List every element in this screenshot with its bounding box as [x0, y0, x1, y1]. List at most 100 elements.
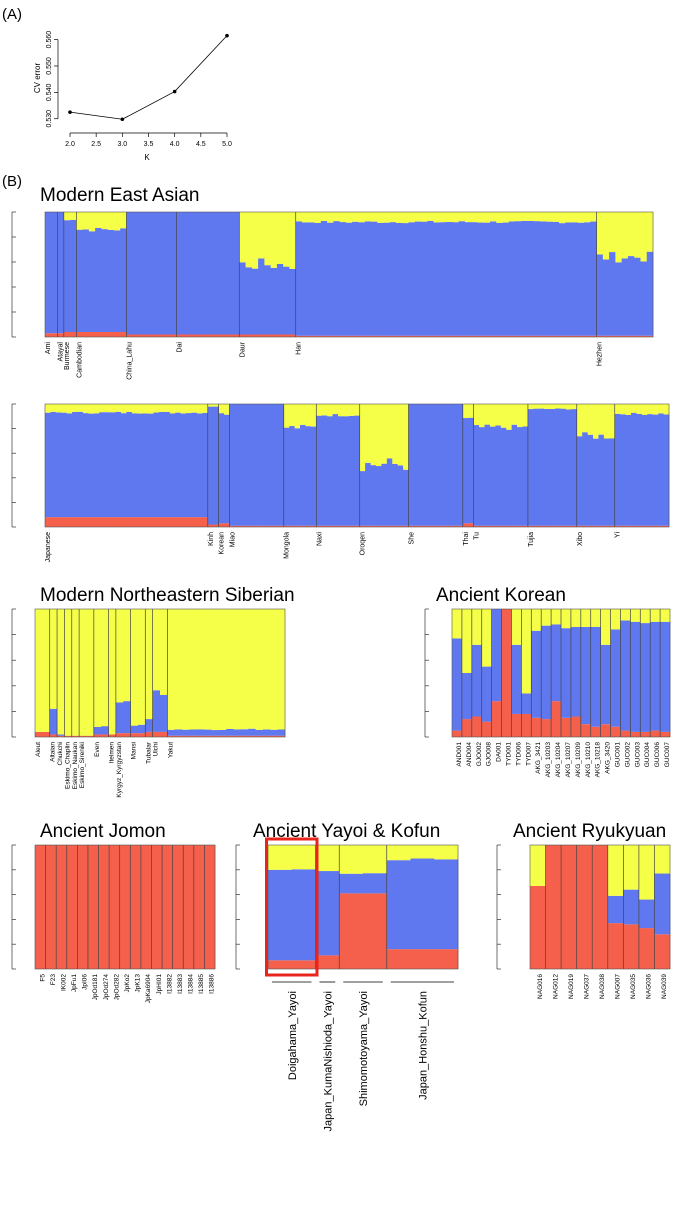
- bar-segment-blue: [95, 227, 102, 332]
- group-Japan_Honshu_Kofun: [386, 845, 459, 969]
- bar-segment-yellow: [590, 212, 597, 222]
- bar-segment-blue: [343, 416, 350, 526]
- bar-segment-blue: [508, 221, 516, 336]
- bar-segment-blue: [560, 408, 567, 526]
- bar-segment-blue: [620, 414, 626, 526]
- bar-segment-red: [363, 893, 388, 969]
- bar-segment-yellow: [70, 212, 77, 220]
- bar-segment-red: [218, 735, 227, 737]
- bar-segment-red: [77, 845, 89, 969]
- bar-segment-yellow: [174, 609, 183, 730]
- bar-segment-blue: [603, 438, 610, 526]
- bar-segment-yellow: [582, 404, 589, 433]
- bar-segment-yellow: [620, 609, 631, 621]
- bar-segment-blue: [277, 729, 286, 736]
- bar-segment-yellow: [577, 212, 585, 223]
- bar-segment-yellow: [93, 609, 102, 727]
- cv-y-tick-label: 0.530: [46, 110, 53, 128]
- bar-segment-yellow: [148, 404, 154, 414]
- bar-segment-yellow: [101, 212, 109, 230]
- bar-segment-yellow: [511, 404, 518, 425]
- bar-segment-blue: [383, 222, 391, 336]
- bar-segment-yellow: [452, 609, 463, 639]
- bar-segment-red: [220, 334, 228, 337]
- bar-segment-red: [294, 525, 301, 527]
- bar-segment-yellow: [515, 212, 522, 222]
- bar-segment-yellow: [358, 212, 366, 223]
- bar-segment-blue: [49, 708, 58, 735]
- bar-segment-red: [123, 733, 131, 737]
- bar-segment-red: [457, 525, 464, 527]
- bar-segment-blue: [614, 413, 621, 526]
- group-TYD006: [511, 609, 522, 737]
- group-label: GUC001: [615, 742, 622, 768]
- bar-segment-yellow: [291, 845, 316, 870]
- bar-segment-red: [481, 721, 493, 737]
- bar-segment-yellow: [600, 609, 611, 645]
- group-AKG_10209: [570, 609, 582, 737]
- bar-segment-yellow: [533, 212, 541, 222]
- bar-segment-blue: [381, 463, 388, 526]
- group-label: NAG038: [599, 974, 606, 999]
- bar-segment-red: [66, 845, 78, 969]
- bar-segment-red: [521, 335, 529, 337]
- bar-segment-blue: [101, 229, 109, 332]
- bar-segment-red: [308, 335, 315, 337]
- bar-segment-red: [157, 334, 165, 337]
- bar-segment-yellow: [71, 609, 80, 736]
- bar-segment-red: [126, 334, 134, 337]
- bar-segment-blue: [544, 408, 551, 526]
- bar-segment-yellow: [189, 609, 198, 730]
- bar-segment-yellow: [527, 212, 535, 221]
- cv-x-tick-label: 4.5: [196, 141, 206, 148]
- bar-segment-blue: [151, 212, 159, 335]
- bar-segment-blue: [174, 729, 183, 736]
- bar-segment-red: [56, 845, 68, 969]
- bar-segment-yellow: [327, 404, 333, 417]
- bar-segment-yellow: [540, 212, 547, 222]
- cv-data-point: [120, 117, 125, 122]
- bar-segment-blue: [506, 429, 513, 526]
- bar-segment-blue: [191, 412, 198, 518]
- bar-segment-red: [623, 924, 640, 969]
- bar-segment-red: [186, 517, 192, 527]
- group-label: Eskimo_Naukan: [72, 742, 79, 790]
- bar-segment-yellow: [541, 609, 552, 626]
- bar-segment-red: [108, 734, 117, 737]
- cv-x-tick-label: 3.0: [117, 141, 127, 148]
- group-I13883: [172, 845, 184, 969]
- bar-segment-blue: [115, 702, 124, 734]
- bar-segment-yellow: [338, 404, 344, 417]
- bar-segment-blue: [577, 222, 585, 336]
- bar-segment-red: [218, 523, 225, 527]
- bar-segment-yellow: [496, 212, 503, 223]
- bar-segment-yellow: [308, 212, 315, 223]
- bar-segment-blue: [551, 624, 562, 702]
- bar-segment-red: [502, 335, 510, 337]
- bar-segment-red: [180, 517, 187, 527]
- bar-segment-blue: [496, 222, 503, 336]
- admixture-panel-siberian: Modern Northeastern Siberian Aleut Altaian…: [11, 585, 295, 798]
- bar-segment-blue: [310, 426, 317, 526]
- bar-segment-yellow: [446, 212, 453, 223]
- bar-segment-red: [602, 335, 610, 337]
- bar-segment-red: [413, 525, 420, 527]
- bar-segment-blue: [270, 729, 279, 736]
- bar-segment-blue: [396, 222, 403, 336]
- bar-segment-yellow: [593, 404, 599, 439]
- bar-segment-blue: [169, 413, 176, 518]
- bar-segment-yellow: [620, 404, 626, 415]
- group-JpFu1: [66, 845, 78, 969]
- bar-segment-red: [137, 517, 144, 527]
- bar-segment-red: [170, 334, 178, 337]
- bar-segment-red: [327, 335, 334, 337]
- group-JpKa6904: [140, 845, 152, 969]
- bar-segment-yellow: [560, 404, 567, 409]
- bar-segment-blue: [640, 261, 648, 336]
- bar-segment-blue: [375, 466, 382, 526]
- bar-segment-blue: [446, 222, 453, 336]
- group-label: Yakut: [167, 742, 174, 758]
- bar-segment-red: [196, 735, 205, 737]
- bar-segment-yellow: [268, 845, 293, 870]
